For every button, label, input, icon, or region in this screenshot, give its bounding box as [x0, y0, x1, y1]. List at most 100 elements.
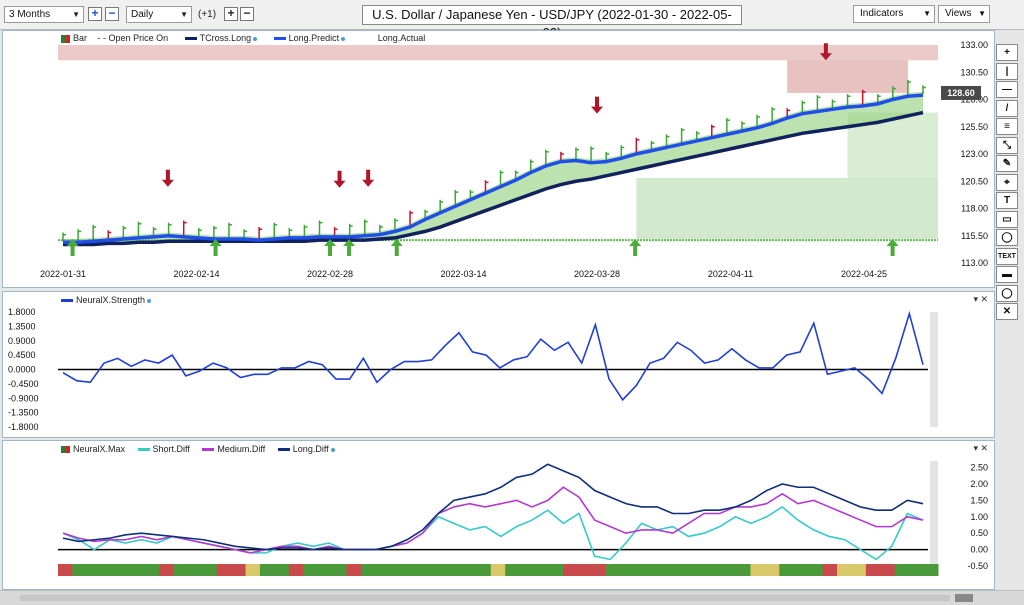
strength-legend: NeuralX.Strength [61, 295, 152, 305]
views-button[interactable]: Views ▼ [938, 5, 990, 23]
neuralx-max-cell [678, 564, 694, 576]
neuralx-max-cell [692, 564, 708, 576]
series-line-long-diff [62, 463, 924, 551]
neuralx-max-cell [635, 564, 650, 576]
price-chart: 133.00130.50128.00125.50123.00120.50118.… [40, 40, 988, 279]
tool-button-5[interactable]: ⤡ [996, 136, 1018, 154]
diff-panel[interactable]: NeuralX.Max Short.Diff Medium.Diff Long.… [2, 440, 995, 590]
tool-button-10[interactable]: ◯ [996, 229, 1018, 246]
panel-controls-icon[interactable]: ▾ ✕ [973, 294, 988, 304]
legend-strength: NeuralX.Strength [76, 295, 146, 305]
horizontal-scrollbar[interactable] [0, 590, 1024, 605]
diff-chart: 2.50 2.00 1.50 1.00 0.50 0.00 -0.50 [58, 461, 988, 576]
neuralx-max-cell [101, 564, 117, 576]
offset-label: (+1) [198, 9, 217, 20]
tool-button-9[interactable]: ▭ [996, 210, 1018, 228]
tool-button-13[interactable]: ◯ [996, 284, 1018, 302]
y-tick-label: 1.8000 [8, 307, 36, 317]
medium-diff-swatch [202, 448, 215, 452]
settings-dot-icon[interactable] [253, 36, 258, 41]
tool-button-3[interactable]: / [996, 99, 1018, 117]
chart-title: U.S. Dollar / Japanese Yen - USD/JPY (20… [362, 5, 742, 40]
scroll-track[interactable] [20, 595, 950, 601]
legend-short-diff: Short.Diff [152, 444, 190, 454]
neuralx-max-cell [620, 564, 636, 576]
tool-button-1[interactable]: | [996, 62, 1018, 80]
y-tick-label: 123.00 [960, 149, 988, 159]
y-tick-label: 1.3500 [8, 321, 36, 331]
tool-button-11[interactable]: TEXT [996, 247, 1018, 265]
offset-minus-button[interactable]: − [240, 7, 254, 21]
y-tick-label: 125.50 [960, 122, 988, 132]
neuralx-max-cell [404, 564, 420, 576]
price-legend: Bar - - Open Price On TCross.Long Long.P… [61, 33, 425, 43]
views-label: Views [945, 8, 972, 19]
scroll-thumb[interactable] [955, 594, 973, 602]
zoom-in-button[interactable]: + [88, 7, 102, 21]
long-diff-swatch [277, 448, 290, 452]
neuralx-max-cell [909, 564, 925, 576]
y-tick-label: 118.00 [961, 204, 988, 214]
y-tick-label: -1.3500 [8, 408, 39, 418]
legend-neuralx-max: NeuralX.Max [73, 444, 126, 454]
x-tick-label: 2022-03-28 [574, 269, 620, 279]
neuralx-max-cell [663, 564, 679, 576]
tool-button-8[interactable]: T [996, 192, 1018, 209]
indicators-button[interactable]: Indicators ▼ [853, 5, 935, 23]
tool-button-4[interactable]: ≡ [996, 118, 1018, 135]
bar-swatch [61, 34, 70, 43]
series-line-tcross-long [63, 110, 924, 247]
diff-legend: NeuralX.Max Short.Diff Medium.Diff Long.… [61, 444, 335, 454]
zoom-out-button[interactable]: − [105, 7, 119, 21]
y-tick-label: 120.50 [960, 176, 988, 186]
series-line-short-diff [62, 505, 924, 561]
settings-dot-icon[interactable] [341, 36, 346, 41]
neuralx-max-cell [259, 564, 275, 576]
interval-select[interactable]: Daily ▼ [126, 6, 192, 23]
neuralx-max-cell [216, 564, 232, 576]
neuralx-max-cell [58, 564, 73, 576]
buy-signal-arrow [209, 239, 222, 256]
range-value: 3 Months [9, 9, 51, 20]
tool-button-12[interactable]: ▬ [996, 266, 1018, 283]
price-chart-panel[interactable]: Bar - - Open Price On TCross.Long Long.P… [2, 30, 995, 288]
tool-button-7[interactable]: ⌖ [996, 173, 1018, 191]
neuralx-max-cell [851, 564, 867, 576]
settings-dot-icon[interactable] [330, 447, 335, 452]
resistance-zone [58, 45, 938, 61]
y-tick-label: 115.50 [961, 231, 988, 241]
range-select[interactable]: 3 Months ▼ [4, 6, 84, 23]
tool-button-6[interactable]: ✎ [996, 155, 1018, 172]
strength-panel[interactable]: NeuralX.Strength ▾ ✕ 1.8000 1.3500 0.9000 0… [2, 291, 995, 438]
neuralx-max-cell [461, 564, 477, 576]
neuralx-max-cell [707, 564, 723, 576]
legend-long-diff: Long.Diff [292, 444, 329, 454]
legend-bar: Bar [73, 33, 88, 43]
neuralx-max-cell [764, 564, 780, 576]
neuralx-max-cell [389, 564, 405, 576]
y-tick-label: 1.50 [970, 495, 988, 505]
current-price-label: 128.60 [947, 88, 975, 98]
y-tick-label: 0.00 [970, 545, 988, 555]
tool-button-2[interactable]: — [996, 81, 1018, 98]
tool-button-0[interactable]: + [996, 44, 1018, 61]
neuralx-max-cell [288, 564, 304, 576]
settings-dot-icon[interactable] [147, 298, 152, 303]
neuralx-max-cell [894, 564, 910, 576]
y-tick-label: -0.50 [967, 561, 988, 571]
offset-plus-button[interactable]: + [224, 7, 238, 21]
neuralx-max-cell [562, 564, 578, 576]
x-tick-label: 2022-04-11 [708, 269, 753, 279]
tool-button-14[interactable]: ✕ [996, 303, 1018, 320]
panel-controls-icon[interactable]: ▾ ✕ [973, 443, 988, 453]
y-tick-label: 113.00 [961, 258, 988, 268]
y-tick-label: 130.50 [960, 67, 988, 77]
y-tick-label: -0.4500 [8, 379, 39, 389]
neuralx-max-cell [750, 564, 766, 576]
y-tick-label: 0.0000 [8, 365, 36, 375]
buy-signal-arrow [324, 239, 336, 256]
x-tick-label: 2022-03-14 [440, 269, 486, 279]
series-line-medium-diff [62, 486, 924, 554]
buy-signal-arrow [343, 239, 356, 256]
